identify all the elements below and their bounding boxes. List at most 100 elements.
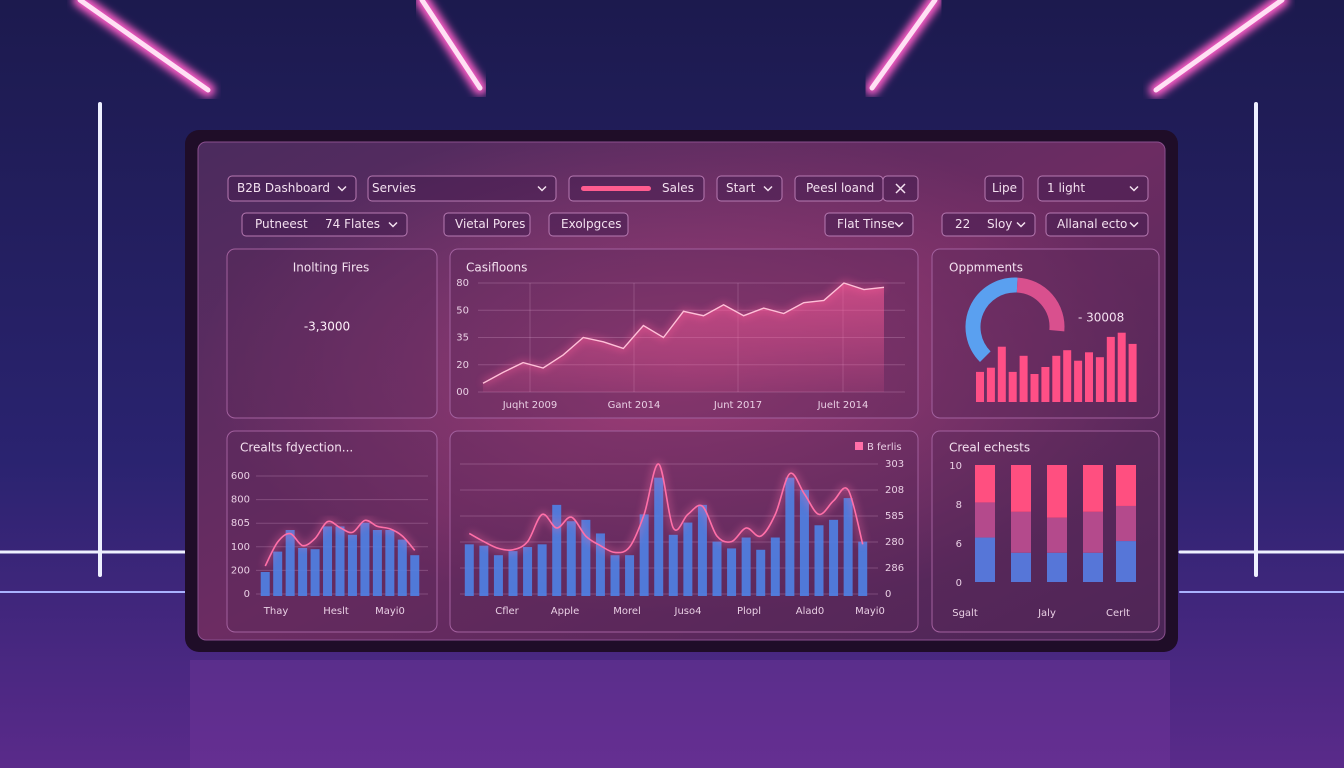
legend-label: B ferlis [867,442,902,453]
area [483,283,884,392]
dropdown-caret [763,185,773,192]
panel-title: Creal echests [949,441,1030,455]
bar [1052,355,1061,402]
bar [727,548,737,596]
y-tick-label: 80 [456,278,469,289]
y-tick-label: 0 [956,578,962,589]
y-tick-label: 20 [456,360,469,371]
y-tick-label: 805 [231,518,250,529]
dropdown-caret [894,221,904,228]
bar [273,551,283,596]
bar [997,346,1006,402]
x-tick-label: Cerlt [1106,608,1130,619]
chip-label: 22 [955,217,970,231]
bar [410,555,420,596]
bar [639,514,649,596]
dropdown-caret [337,185,347,192]
bar [741,537,751,596]
y-tick-label: 800 [231,495,250,506]
y-tick-label: 600 [231,471,250,482]
toolbar-chip[interactable]: Putneest 74 Flates [241,212,408,237]
bar [654,477,664,596]
bar [566,521,576,596]
chip-label: Vietal Pores [455,217,525,231]
panel-title: Crealts fdyection... [240,441,353,455]
x-tick-label: Thay [263,606,289,617]
panel-title: Oppmments [949,261,1023,275]
bar [756,549,766,596]
stacked-segment [975,465,995,503]
stacked-segment [1116,465,1136,506]
bar [1128,343,1137,402]
donut-segment [1016,277,1065,332]
stacked-segment [1083,552,1103,582]
bar [508,551,518,596]
x-tick-label: Jaly [1037,608,1056,619]
stacked-segment [1047,465,1067,518]
chip-box [367,175,557,202]
y-tick-label: 0 [244,589,250,600]
chip-box [716,175,783,202]
toolbar-chip[interactable]: Allanal ecto [1045,212,1149,237]
bar [372,530,382,596]
toolbar-chip[interactable]: Lipe [984,175,1024,202]
chip-indicator [581,186,651,191]
bar [1019,355,1028,402]
bar [1117,332,1126,402]
chip-label: Lipe [992,181,1017,195]
chip-box [227,175,357,202]
x-tick-label: Morel [613,606,641,617]
neon-lights [0,0,1344,593]
stacked-segment [1116,505,1136,542]
bar [829,519,839,596]
x-tick-label: Apple [551,606,579,617]
toolbar-chip[interactable]: 1 light [1037,175,1149,202]
x-tick-label: Sgalt [952,608,978,619]
dropdown-caret [1016,221,1026,228]
panel-title: Inolting Fires [293,261,370,275]
chip-label: Allanal ecto [1057,217,1127,231]
chip-label: B2B Dashboard [237,181,330,195]
toolbar-chip[interactable]: Exolpgces [548,212,629,237]
toolbar-chip[interactable]: B2B Dashboard [227,175,357,202]
x-tick-label: Heslt [323,606,349,617]
dropdown-caret [1129,221,1139,228]
stacked-segment [1116,541,1136,582]
y-tick-label: 208 [885,485,904,496]
toolbar-chip[interactable]: 22 Sloy [941,212,1036,237]
chip-box [1037,175,1149,202]
y-tick-label: 8 [956,500,962,511]
stacked-segment [1011,465,1031,512]
chip-label: Servies [372,181,416,195]
y-tick-label: 50 [456,305,469,316]
stacked-segment [1047,552,1067,582]
y-tick-label: 585 [885,511,904,522]
toolbar-chip[interactable]: Start [716,175,783,202]
stacked-segment [1011,511,1031,553]
stacked-segment [1083,465,1103,512]
stacked-segment [975,537,995,582]
x-tick-label: Juelt 2014 [817,400,869,411]
toolbar-chip[interactable]: Peesl loand [794,175,919,202]
bar [799,489,809,596]
y-tick-label: 6 [956,539,962,550]
bar [1030,374,1039,402]
bar [310,549,320,596]
bar [712,541,722,596]
chip-label: Peesl loand [806,181,874,195]
bar [986,367,995,402]
bar [697,504,707,596]
bar [1085,352,1093,402]
toolbar-chip[interactable]: Servies [367,175,557,202]
bar [843,498,853,596]
bar [479,545,489,596]
bar [360,522,370,596]
line [482,282,885,384]
line [264,519,416,567]
toolbar-chip[interactable]: Sales [568,175,705,202]
toolbar-chip[interactable]: Flat Tinse [824,212,914,237]
toolbar-chip[interactable]: Vietal Pores [443,212,531,237]
x-tick-label: Mayi0 [855,606,885,617]
stacked-segment [1083,511,1103,553]
